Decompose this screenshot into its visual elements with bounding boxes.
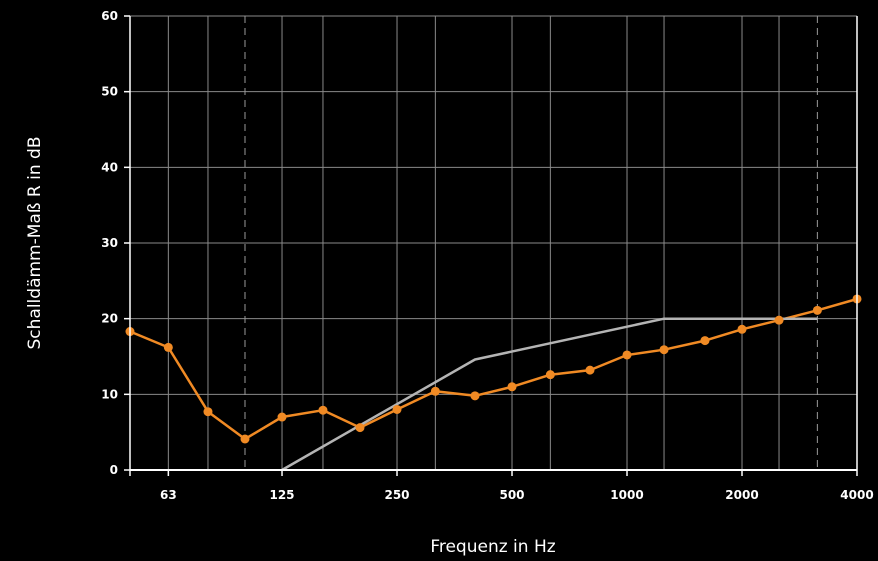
y-axis-label: Schalldämm-Maß R in dB (25, 136, 45, 349)
measured-data-point (585, 365, 595, 375)
measured-data-point (622, 350, 632, 360)
measured-data-point (240, 434, 250, 444)
measured-data-point (470, 391, 480, 401)
measured-data-point (355, 423, 365, 433)
x-tick-label: 500 (499, 488, 524, 502)
reference-curve-line (281, 317, 818, 472)
x-tick-label: 1000 (610, 488, 643, 502)
measured-data-point (203, 407, 213, 417)
y-tick-label: 0 (110, 463, 118, 477)
x-tick-label: 2000 (725, 488, 758, 502)
measured-data-point (277, 412, 287, 422)
y-tick-label: 60 (101, 9, 118, 23)
y-tick-label: 20 (101, 312, 118, 326)
x-tick-label: 250 (384, 488, 409, 502)
tick-labels: 0 10 20 30 40 50 60 63 125 250 500 1000 2000 4000 (101, 9, 873, 502)
measured-data-point (318, 405, 328, 415)
measured-curve-line (129, 297, 858, 441)
grid (130, 15, 857, 470)
x-tick-label: 63 (160, 488, 177, 502)
measured-data-point (507, 382, 517, 392)
measured-data-point (392, 404, 402, 414)
measured-data-point (774, 315, 784, 325)
x-tick-label: 125 (269, 488, 294, 502)
measured-data-point (700, 336, 710, 346)
measured-data-point (812, 305, 822, 315)
axes (124, 15, 858, 476)
measured-data-point (545, 370, 555, 380)
x-tick-label: 4000 (840, 488, 873, 502)
measured-data-point (737, 324, 747, 334)
y-tick-label: 40 (101, 160, 118, 174)
y-tick-label: 10 (101, 387, 118, 401)
measured-data-point (430, 386, 440, 396)
measured-data-point (163, 342, 173, 352)
y-tick-label: 50 (101, 85, 118, 99)
x-axis-label: Frequenz in Hz (430, 537, 555, 557)
series-layer (125, 294, 862, 472)
y-tick-label: 30 (101, 236, 118, 250)
measured-data-point (659, 345, 669, 355)
